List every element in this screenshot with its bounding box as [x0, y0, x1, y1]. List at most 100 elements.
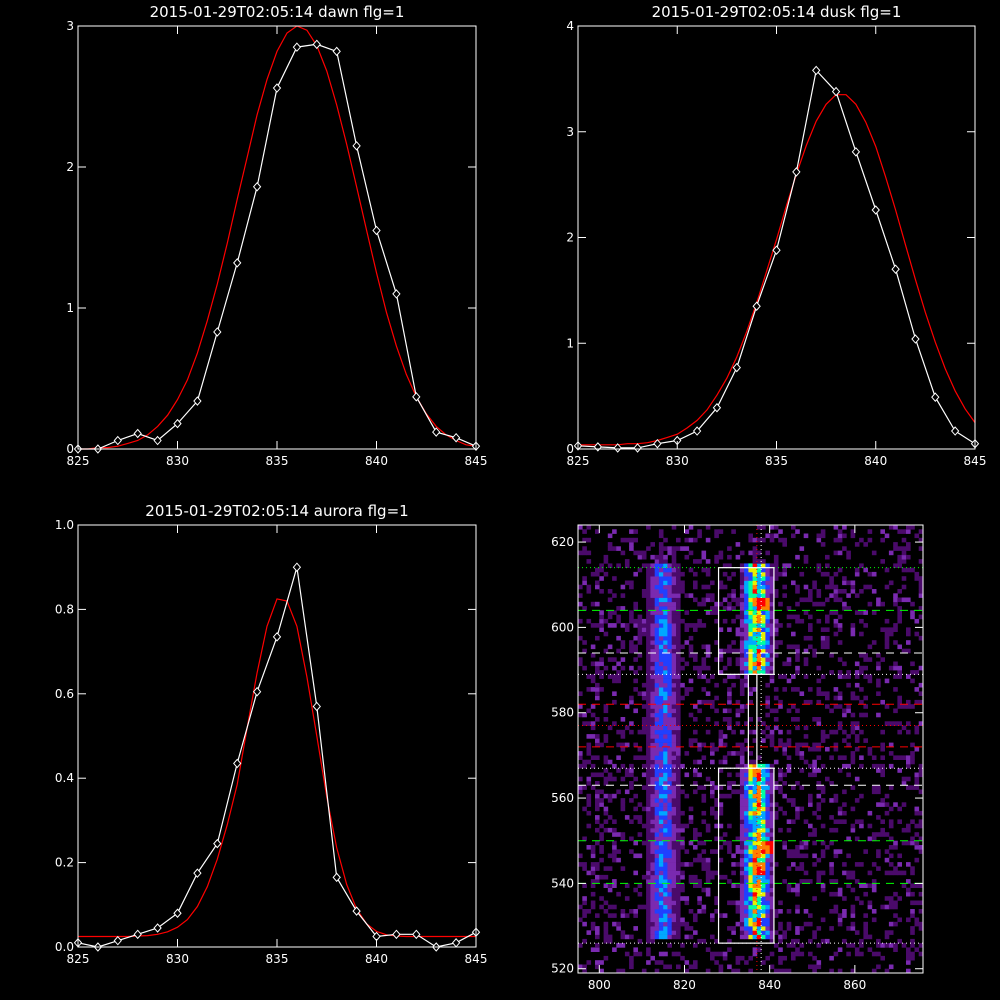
- heatmap-cell: [765, 772, 770, 778]
- heatmap-cell: [701, 866, 707, 871]
- heatmap-cell: [701, 584, 707, 590]
- heatmap-cell: [663, 849, 668, 854]
- heatmap-cell: [667, 763, 672, 769]
- heatmap-cell: [842, 589, 847, 594]
- heatmap-cell: [671, 554, 677, 560]
- heatmap-cell: [650, 862, 655, 867]
- heatmap-cell: [582, 537, 587, 543]
- heatmap-cell: [697, 853, 702, 859]
- heatmap-cell: [667, 699, 672, 705]
- heatmap-cell: [850, 904, 856, 910]
- heatmap-cell: [595, 964, 600, 970]
- heatmap-cell: [888, 665, 894, 671]
- heatmap-cell: [897, 606, 902, 611]
- heatmap-cell: [761, 934, 766, 940]
- heatmap-cell: [765, 670, 770, 675]
- heatmap-cell: [820, 571, 826, 577]
- heatmap-cell: [910, 926, 915, 931]
- heatmap-cell: [637, 938, 643, 944]
- heatmap-cell: [663, 644, 668, 650]
- heatmap-cell: [769, 614, 775, 620]
- heatmap-cell: [654, 738, 660, 743]
- heatmap-cell: [620, 623, 626, 628]
- heatmap-cell: [867, 904, 873, 910]
- heatmap-cell: [641, 904, 647, 910]
- heatmap-cell: [744, 913, 749, 918]
- heatmap-cell: [739, 606, 745, 611]
- heatmap-cell: [650, 849, 655, 854]
- heatmap-cell: [676, 742, 681, 748]
- heatmap-cell: [748, 571, 753, 577]
- heatmap-cell: [671, 597, 677, 603]
- heatmap-cell: [846, 704, 851, 709]
- heatmap-cell: [910, 930, 915, 935]
- heatmap-cell: [629, 763, 634, 769]
- heatmap-cell: [671, 674, 677, 679]
- heatmap-cell: [663, 580, 668, 586]
- heatmap-cell: [739, 806, 745, 812]
- heatmap-cell: [918, 921, 924, 927]
- heatmap-cell: [850, 913, 856, 918]
- heatmap-cell: [769, 849, 775, 854]
- heatmap-cell: [676, 951, 681, 957]
- heatmap-cell: [688, 879, 694, 884]
- heatmap-cell: [676, 755, 681, 760]
- heatmap-cell: [671, 614, 677, 620]
- heatmap-cell: [658, 657, 664, 662]
- heatmap-cell: [671, 776, 677, 782]
- heatmap-cell: [769, 734, 775, 739]
- heatmap-cell: [654, 874, 660, 880]
- heatmap-cell: [646, 742, 651, 748]
- heatmap-cell: [680, 618, 685, 624]
- heatmap-cell: [782, 593, 787, 598]
- heatmap-cell: [676, 896, 681, 901]
- heatmap-cell: [773, 913, 779, 918]
- heatmap-cell: [676, 763, 681, 769]
- heatmap-cell: [620, 734, 626, 739]
- heatmap-cell: [791, 525, 796, 530]
- heatmap-cell: [880, 529, 885, 534]
- heatmap-cell: [795, 909, 800, 914]
- heatmap-cell: [812, 759, 817, 765]
- heatmap-cell: [782, 746, 787, 752]
- heatmap-cell: [616, 661, 621, 667]
- heatmap-cell: [646, 571, 651, 577]
- heatmap-cell: [748, 661, 753, 667]
- heatmap-cell: [752, 806, 758, 812]
- heatmap-cell: [658, 717, 664, 722]
- heatmap-cell: [744, 576, 749, 581]
- heatmap-cell: [837, 537, 843, 543]
- heatmap-cell: [816, 563, 822, 568]
- heatmap-cell: [906, 763, 911, 769]
- heatmap-cell: [667, 759, 672, 765]
- heatmap-cell: [603, 708, 609, 714]
- heatmap-cell: [739, 631, 745, 637]
- heatmap-cell: [654, 640, 660, 645]
- heatmap-cell: [769, 785, 775, 790]
- heatmap-cell: [914, 781, 920, 786]
- heatmap-cell: [765, 845, 770, 850]
- heatmap-cell: [633, 887, 638, 893]
- heatmap-cell: [854, 896, 860, 901]
- heatmap-cell: [748, 921, 753, 927]
- heatmap-cell: [756, 580, 762, 586]
- heatmap-cell: [616, 857, 621, 863]
- heatmap-cell: [829, 955, 834, 961]
- heatmap-cell: [676, 798, 681, 803]
- heatmap-cell: [752, 729, 758, 735]
- heatmap-cell: [641, 627, 647, 632]
- heatmap-cell: [893, 913, 898, 918]
- heatmap-cell: [761, 883, 766, 888]
- heatmap-cell: [752, 891, 758, 897]
- heatmap-cell: [752, 589, 758, 594]
- heatmap-cell: [688, 874, 694, 880]
- heatmap-cell: [654, 699, 660, 705]
- heatmap-cell: [769, 802, 775, 807]
- heatmap-cell: [769, 627, 775, 632]
- y-tick-label: 0.2: [55, 856, 74, 870]
- heatmap-cell: [910, 742, 915, 748]
- heatmap-cell: [744, 640, 749, 645]
- heatmap-cell: [646, 678, 651, 684]
- heatmap-cell: [884, 635, 890, 641]
- heatmap-cell: [731, 682, 736, 688]
